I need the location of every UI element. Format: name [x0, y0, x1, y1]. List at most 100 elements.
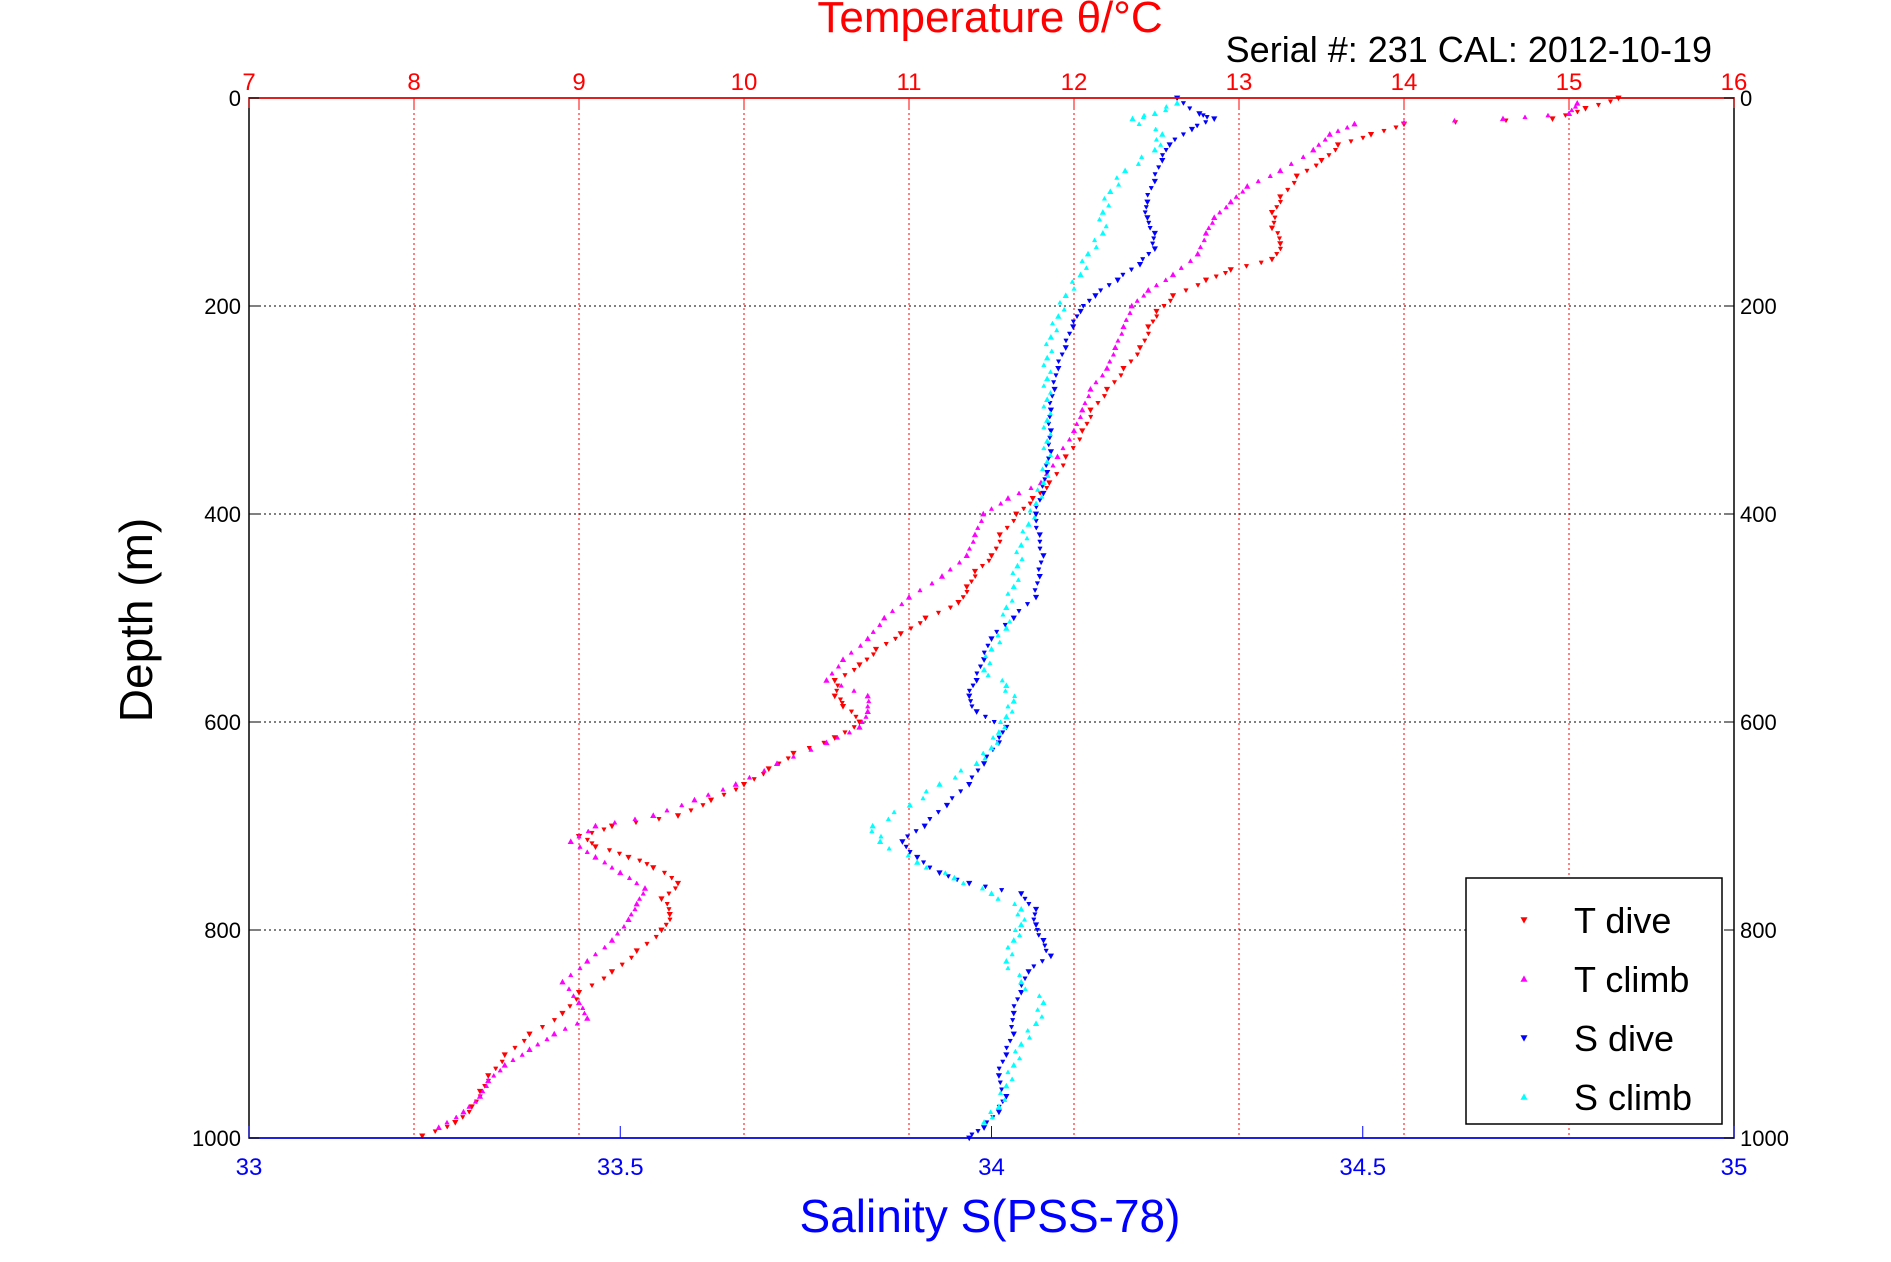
data-point: [1021, 916, 1028, 922]
data-point: [628, 955, 635, 961]
chart-subtitle: Serial #: 231 CAL: 2012-10-19: [1226, 29, 1712, 70]
data-point: [480, 1088, 486, 1094]
salinity-tick-label: 34: [978, 1154, 1005, 1181]
data-point: [1044, 470, 1051, 476]
data-point: [1003, 957, 1010, 964]
data-point: [969, 775, 975, 781]
data-point: [1086, 298, 1093, 304]
data-point: [1569, 107, 1575, 113]
temperature-tick-label: 11: [897, 69, 922, 96]
data-point: [573, 997, 580, 1003]
data-point: [1595, 102, 1602, 108]
data-point: [835, 663, 842, 669]
data-point: [1119, 331, 1125, 336]
data-point: [790, 753, 797, 759]
data-point: [1010, 615, 1017, 622]
data-point: [544, 1036, 550, 1042]
data-point: [1142, 338, 1148, 344]
data-point: [1004, 495, 1012, 501]
data-point: [1200, 113, 1206, 119]
data-point: [575, 999, 583, 1006]
data-point: [1084, 250, 1092, 257]
data-point: [1063, 338, 1069, 344]
data-point: [658, 896, 665, 903]
data-point: [1233, 194, 1239, 199]
data-point: [1057, 299, 1063, 305]
data-point: [1163, 147, 1169, 153]
data-point: [606, 848, 613, 853]
data-point: [1196, 111, 1203, 117]
data-point: [444, 1119, 450, 1125]
data-point: [466, 1109, 472, 1115]
depth-tick-label-left: 0: [229, 86, 241, 111]
data-point: [988, 553, 995, 559]
data-point: [1227, 198, 1234, 205]
data-point: [1114, 277, 1121, 284]
data-point: [1086, 393, 1092, 399]
data-point: [967, 699, 974, 704]
data-point: [608, 969, 616, 975]
data-point: [998, 500, 1004, 506]
data-point: [1036, 993, 1043, 998]
data-point: [903, 844, 909, 850]
data-point: [980, 1125, 988, 1131]
data-point: [979, 563, 986, 569]
data-point: [1000, 730, 1006, 736]
data-point: [1036, 567, 1042, 573]
data-point: [1005, 591, 1011, 596]
data-point: [1040, 938, 1047, 944]
data-point: [1045, 473, 1051, 478]
data-point: [1316, 142, 1322, 147]
series-s-dive: [899, 95, 1218, 1142]
data-point: [1055, 313, 1062, 319]
data-point: [1012, 927, 1019, 933]
data-point: [966, 782, 973, 788]
data-point: [1018, 905, 1025, 912]
data-point: [999, 1087, 1005, 1093]
data-point: [977, 664, 984, 670]
data-point: [1018, 978, 1025, 985]
data-point: [864, 708, 871, 714]
data-point: [1054, 453, 1061, 460]
depth-tick-label-right: 800: [1740, 918, 1777, 943]
data-point: [859, 719, 865, 725]
data-point: [1003, 1045, 1010, 1051]
data-point: [995, 896, 1001, 901]
data-point: [1061, 306, 1067, 312]
data-point: [1044, 375, 1051, 382]
data-point: [493, 1066, 499, 1072]
depth-tick-label-left: 400: [204, 502, 241, 527]
data-point: [1091, 237, 1098, 243]
data-point: [980, 666, 988, 673]
data-point: [1010, 1010, 1017, 1017]
data-point: [988, 636, 995, 643]
data-point: [970, 683, 976, 689]
data-point: [1201, 237, 1207, 243]
data-point: [966, 688, 973, 694]
data-point: [1268, 225, 1276, 232]
data-point: [1156, 165, 1162, 171]
data-point: [951, 874, 958, 881]
data-point: [526, 1031, 533, 1038]
chart-title: Temperature θ/°C: [817, 0, 1162, 42]
data-point: [863, 714, 869, 719]
data-point: [566, 986, 572, 991]
data-point: [1334, 142, 1342, 149]
data-point: [851, 725, 857, 730]
data-point: [1162, 107, 1169, 113]
data-point: [1300, 154, 1306, 159]
data-point: [1036, 532, 1043, 539]
data-point: [559, 1010, 566, 1017]
data-point: [949, 796, 955, 801]
data-point: [1147, 225, 1153, 231]
data-point: [877, 838, 884, 844]
data-point: [1002, 622, 1008, 628]
data-point: [1087, 385, 1094, 392]
data-point: [906, 801, 913, 808]
data-point: [990, 734, 996, 740]
data-point: [975, 1129, 981, 1134]
data-point: [1031, 917, 1037, 923]
data-point: [1047, 452, 1054, 458]
data-point: [1036, 933, 1042, 938]
data-point: [1288, 161, 1294, 166]
